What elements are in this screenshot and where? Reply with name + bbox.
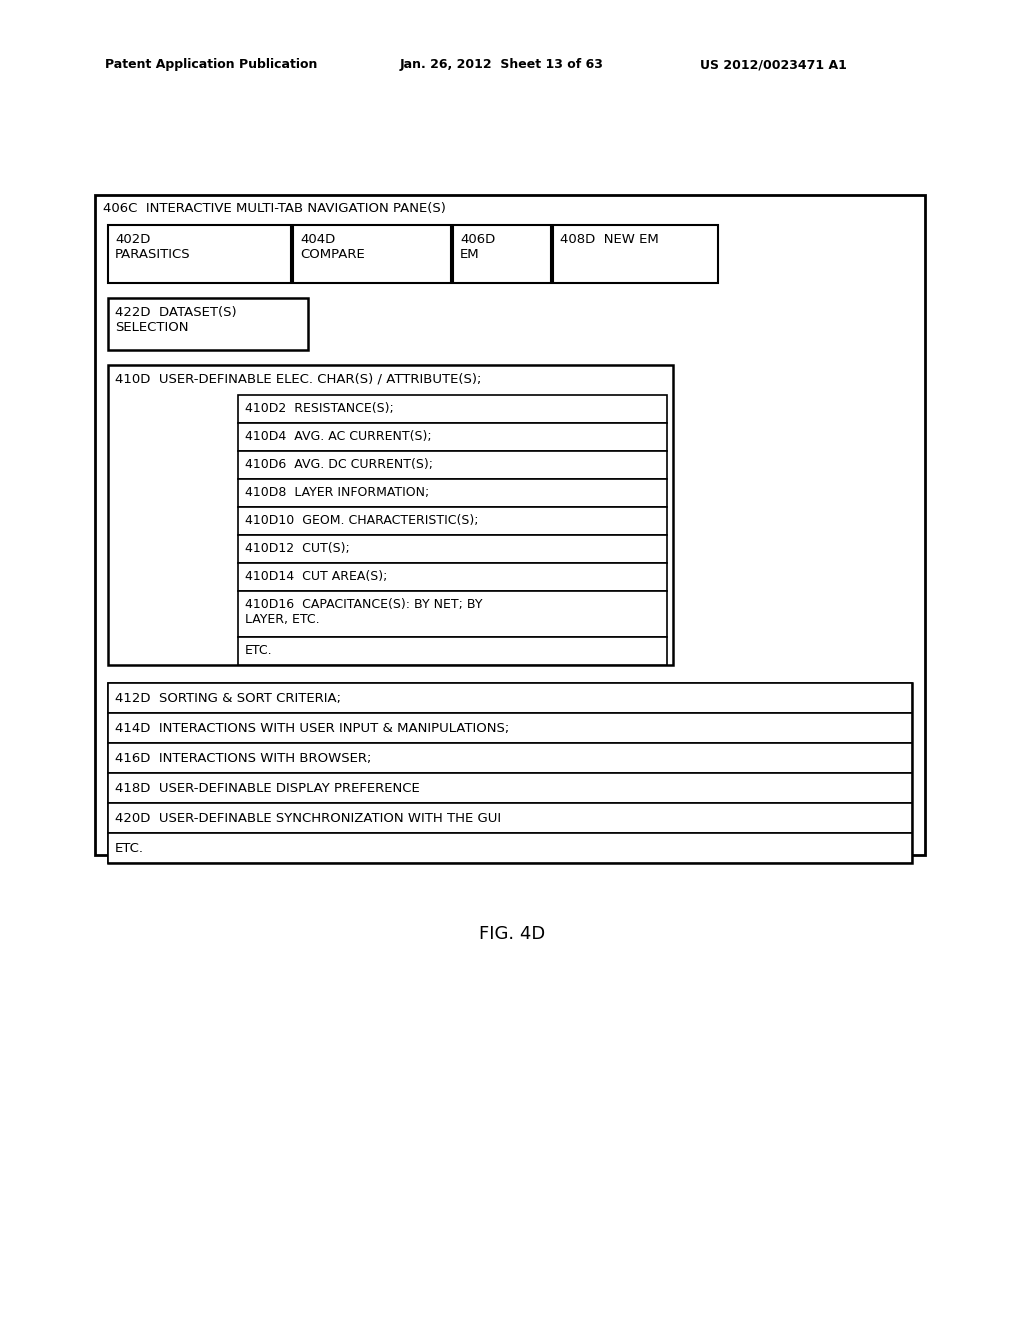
Bar <box>238 422 667 451</box>
Bar <box>238 535 667 564</box>
Bar <box>108 366 673 665</box>
Text: 422D  DATASET(S)
SELECTION: 422D DATASET(S) SELECTION <box>115 306 237 334</box>
Bar <box>108 298 308 350</box>
Bar <box>108 833 912 863</box>
Bar <box>108 224 291 282</box>
Text: 414D  INTERACTIONS WITH USER INPUT & MANIPULATIONS;: 414D INTERACTIONS WITH USER INPUT & MANI… <box>115 722 509 735</box>
Bar <box>238 479 667 507</box>
Text: 410D6  AVG. DC CURRENT(S);: 410D6 AVG. DC CURRENT(S); <box>245 458 433 471</box>
Bar <box>95 195 925 855</box>
Text: ETC.: ETC. <box>245 644 272 657</box>
Bar <box>238 395 667 422</box>
Bar <box>108 682 912 863</box>
Bar <box>108 774 912 803</box>
Text: 412D  SORTING & SORT CRITERIA;: 412D SORTING & SORT CRITERIA; <box>115 692 341 705</box>
Bar <box>238 638 667 665</box>
Text: 408D  NEW EM: 408D NEW EM <box>560 234 658 246</box>
Bar <box>238 507 667 535</box>
Text: Patent Application Publication: Patent Application Publication <box>105 58 317 71</box>
Text: 410D10  GEOM. CHARACTERISTIC(S);: 410D10 GEOM. CHARACTERISTIC(S); <box>245 513 478 527</box>
Text: ETC.: ETC. <box>115 842 144 855</box>
Bar <box>238 591 667 638</box>
Bar <box>108 682 912 713</box>
Text: 404D
COMPARE: 404D COMPARE <box>300 234 365 261</box>
Text: 410D4  AVG. AC CURRENT(S);: 410D4 AVG. AC CURRENT(S); <box>245 430 432 444</box>
Text: 402D
PARASITICS: 402D PARASITICS <box>115 234 190 261</box>
Text: Jan. 26, 2012  Sheet 13 of 63: Jan. 26, 2012 Sheet 13 of 63 <box>400 58 604 71</box>
Text: 418D  USER-DEFINABLE DISPLAY PREFERENCE: 418D USER-DEFINABLE DISPLAY PREFERENCE <box>115 781 420 795</box>
Bar <box>453 224 551 282</box>
Text: 420D  USER-DEFINABLE SYNCHRONIZATION WITH THE GUI: 420D USER-DEFINABLE SYNCHRONIZATION WITH… <box>115 812 501 825</box>
Text: US 2012/0023471 A1: US 2012/0023471 A1 <box>700 58 847 71</box>
Bar <box>108 803 912 833</box>
Bar <box>108 743 912 774</box>
Text: 416D  INTERACTIONS WITH BROWSER;: 416D INTERACTIONS WITH BROWSER; <box>115 752 372 766</box>
Text: 406D
EM: 406D EM <box>460 234 496 261</box>
Text: 410D14  CUT AREA(S);: 410D14 CUT AREA(S); <box>245 570 387 583</box>
Text: 410D16  CAPACITANCE(S): BY NET; BY
LAYER, ETC.: 410D16 CAPACITANCE(S): BY NET; BY LAYER,… <box>245 598 482 626</box>
Text: 410D12  CUT(S);: 410D12 CUT(S); <box>245 543 350 554</box>
Text: 410D2  RESISTANCE(S);: 410D2 RESISTANCE(S); <box>245 403 394 414</box>
Bar <box>108 713 912 743</box>
Text: 406C  INTERACTIVE MULTI-TAB NAVIGATION PANE(S): 406C INTERACTIVE MULTI-TAB NAVIGATION PA… <box>103 202 445 215</box>
Text: 410D  USER-DEFINABLE ELEC. CHAR(S) / ATTRIBUTE(S);: 410D USER-DEFINABLE ELEC. CHAR(S) / ATTR… <box>115 374 481 385</box>
Bar <box>293 224 451 282</box>
Text: 410D8  LAYER INFORMATION;: 410D8 LAYER INFORMATION; <box>245 486 429 499</box>
Bar <box>553 224 718 282</box>
Bar <box>238 564 667 591</box>
Text: FIG. 4D: FIG. 4D <box>479 925 545 942</box>
Bar <box>238 451 667 479</box>
